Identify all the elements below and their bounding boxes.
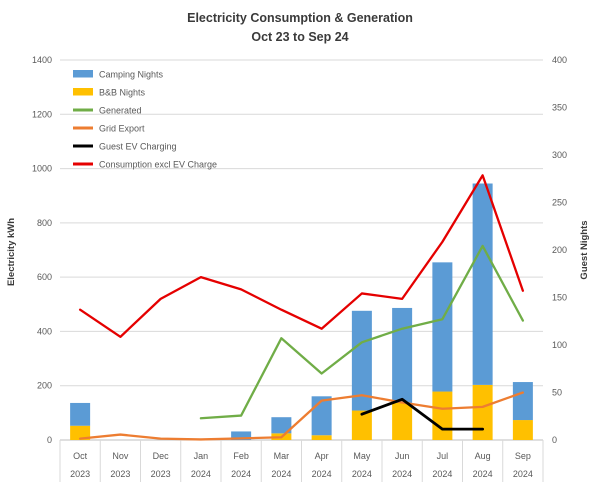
legend-swatch-grid-export bbox=[73, 126, 93, 130]
left-axis-title: Electricity kWh bbox=[6, 218, 17, 286]
x-axis-month-label: Feb bbox=[233, 451, 249, 461]
x-axis-labels: Oct 2023 Nov 2023 Dec 2023 Jan 2024 Feb 2024 Mar 20… bbox=[59, 440, 544, 482]
left-axis-tick-label: 600 bbox=[37, 272, 52, 282]
right-axis-tick-label: 250 bbox=[552, 198, 567, 208]
bar-camping-nights bbox=[351, 310, 372, 411]
x-axis-month-label: May bbox=[353, 451, 371, 461]
bar-b-b-nights bbox=[512, 420, 533, 440]
legend: Camping Nights B&B Nights Generated Grid Ex… bbox=[73, 70, 217, 170]
bar-camping-nights bbox=[432, 262, 453, 392]
x-axis-year-label: 2024 bbox=[513, 469, 533, 479]
x-axis-month-label: Jan bbox=[194, 451, 209, 461]
left-axis-tick-label: 400 bbox=[37, 326, 52, 336]
right-axis-tick-label: 50 bbox=[552, 388, 562, 398]
x-axis-month-label: Jun bbox=[395, 451, 410, 461]
x-axis-month-label: Oct bbox=[73, 451, 88, 461]
legend-swatch-guest-ev-charging bbox=[73, 144, 93, 148]
x-axis-month-label: Dec bbox=[153, 451, 170, 461]
left-axis-tick-label: 1200 bbox=[32, 109, 52, 119]
left-axis-tick-label: 800 bbox=[37, 218, 52, 228]
right-axis-tick-label: 100 bbox=[552, 340, 567, 350]
chart-title-line1: Electricity Consumption & Generation bbox=[187, 11, 413, 25]
x-axis-year-label: 2024 bbox=[392, 469, 412, 479]
bar-b-b-nights bbox=[392, 402, 413, 440]
legend-label-consumption-excl-ev-charge: Consumption excl EV Charge bbox=[99, 160, 217, 170]
x-axis-month-label: Sep bbox=[515, 451, 531, 461]
x-axis-year-label: 2024 bbox=[231, 469, 251, 479]
x-axis-month-label: Apr bbox=[315, 451, 329, 461]
x-axis-year-label: 2023 bbox=[70, 469, 90, 479]
left-axis-tick-label: 1400 bbox=[32, 55, 52, 65]
x-axis-month-label: Jul bbox=[437, 451, 449, 461]
legend-label-camping-nights: Camping Nights bbox=[99, 70, 164, 80]
bar-camping-nights bbox=[70, 402, 91, 426]
x-axis-year-label: 2024 bbox=[432, 469, 452, 479]
bar-b-b-nights bbox=[432, 391, 453, 440]
x-axis-year-label: 2024 bbox=[473, 469, 493, 479]
x-axis-month-label: Nov bbox=[112, 451, 129, 461]
bar-series-group bbox=[70, 183, 533, 440]
bar-b-b-nights bbox=[351, 410, 372, 440]
legend-item-guest-ev-charging: Guest EV Charging bbox=[73, 142, 177, 152]
x-axis-year-label: 2023 bbox=[110, 469, 130, 479]
legend-item-grid-export: Grid Export bbox=[73, 124, 145, 134]
legend-item-camping-nights: Camping Nights bbox=[73, 70, 164, 80]
legend-label-generated: Generated bbox=[99, 106, 142, 116]
bar-camping-nights bbox=[472, 183, 493, 385]
left-axis-ticks: 0 200 400 600 800 1000 1200 1400 bbox=[32, 55, 52, 445]
legend-swatch-b-b-nights bbox=[73, 88, 93, 96]
line-grid-export bbox=[78, 391, 525, 441]
legend-item-b-b-nights: B&B Nights bbox=[73, 88, 146, 98]
gridlines bbox=[60, 59, 543, 441]
right-axis-title: Guest Nights bbox=[579, 220, 590, 279]
x-axis-year-label: 2024 bbox=[312, 469, 332, 479]
right-axis-ticks: 0 50 100 150 200 250 300 350 400 bbox=[552, 55, 567, 445]
legend-label-grid-export: Grid Export bbox=[99, 124, 145, 134]
right-axis-tick-label: 300 bbox=[552, 150, 567, 160]
right-axis-tick-label: 150 bbox=[552, 293, 567, 303]
legend-label-b-b-nights: B&B Nights bbox=[99, 88, 146, 98]
chart-title-line2: Oct 23 to Sep 24 bbox=[251, 30, 348, 44]
x-axis-year-label: 2024 bbox=[352, 469, 372, 479]
x-axis-year-label: 2024 bbox=[271, 469, 291, 479]
legend-item-consumption-excl-ev-charge: Consumption excl EV Charge bbox=[73, 160, 217, 170]
left-axis-tick-label: 0 bbox=[47, 435, 52, 445]
bar-camping-nights bbox=[271, 417, 292, 434]
line-series-group bbox=[78, 174, 525, 441]
left-axis-tick-label: 200 bbox=[37, 381, 52, 391]
bar-camping-nights bbox=[231, 431, 252, 440]
bar-b-b-nights bbox=[311, 435, 332, 440]
legend-swatch-generated bbox=[73, 108, 93, 112]
right-axis-tick-label: 400 bbox=[552, 55, 567, 65]
left-axis-tick-label: 1000 bbox=[32, 164, 52, 174]
bar-camping-nights bbox=[392, 307, 413, 403]
bar-b-b-nights bbox=[70, 425, 91, 440]
right-axis-tick-label: 0 bbox=[552, 435, 557, 445]
right-axis-tick-label: 350 bbox=[552, 103, 567, 113]
right-axis-tick-label: 200 bbox=[552, 245, 567, 255]
legend-item-generated: Generated bbox=[73, 106, 142, 116]
line-guest-ev-charging bbox=[360, 397, 485, 431]
x-axis-year-label: 2024 bbox=[191, 469, 211, 479]
line-consumption-excl-ev-charge bbox=[78, 174, 525, 339]
legend-label-guest-ev-charging: Guest EV Charging bbox=[99, 142, 177, 152]
line-generated bbox=[199, 244, 525, 420]
legend-swatch-consumption-excl-ev-charge bbox=[73, 162, 93, 166]
bar-b-b-nights bbox=[472, 384, 493, 440]
bar-camping-nights bbox=[512, 382, 533, 421]
legend-swatch-camping-nights bbox=[73, 70, 93, 78]
x-axis-year-label: 2023 bbox=[151, 469, 171, 479]
x-axis-month-label: Mar bbox=[274, 451, 290, 461]
x-axis-month-label: Aug bbox=[475, 451, 491, 461]
